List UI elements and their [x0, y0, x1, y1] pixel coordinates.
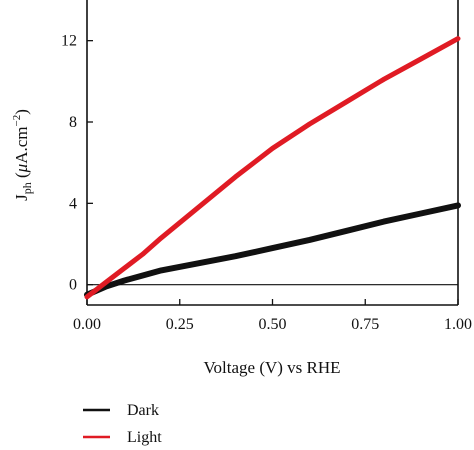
- y-axis-title-subscript: ph: [20, 182, 34, 194]
- legend-label-dark: Dark: [127, 402, 159, 419]
- y-axis-title-unit-sup: −2: [11, 115, 23, 127]
- legend-item-light: Light: [83, 429, 162, 446]
- x-tick-label: 0.50: [259, 316, 287, 333]
- x-tick-label: 1.00: [444, 316, 472, 333]
- x-axis-title: Voltage (V) vs RHE: [203, 358, 340, 377]
- y-tick-label: 4: [69, 195, 77, 212]
- series-line-dark: [84, 202, 461, 298]
- legend-label-light: Light: [127, 429, 162, 446]
- x-tick-label: 0.00: [73, 316, 101, 333]
- ticks: 0.00 0.25 0.50 0.75 1.00 0 4 8 12: [61, 33, 472, 333]
- x-tick-label: 0.25: [166, 316, 194, 333]
- series-line-light: [84, 36, 461, 300]
- y-tick-label: 12: [61, 33, 77, 50]
- axes: [86, 0, 459, 306]
- y-axis-title-prefix: J: [12, 194, 31, 201]
- y-axis-title-unit-open: (: [12, 172, 31, 182]
- y-axis-title: Jph (μA.cm−2): [11, 109, 34, 201]
- series-layer: [84, 36, 461, 300]
- legend: Dark Light: [83, 402, 162, 446]
- y-axis-title-unit-mu: μ: [12, 164, 31, 174]
- y-tick-label: 8: [69, 114, 77, 131]
- x-tick-label: 0.75: [351, 316, 379, 333]
- legend-item-dark: Dark: [83, 402, 159, 419]
- y-axis-title-unit-mid: A.cm: [12, 127, 31, 164]
- y-axis-title-unit-close: ): [12, 109, 31, 115]
- y-tick-label: 0: [69, 277, 77, 294]
